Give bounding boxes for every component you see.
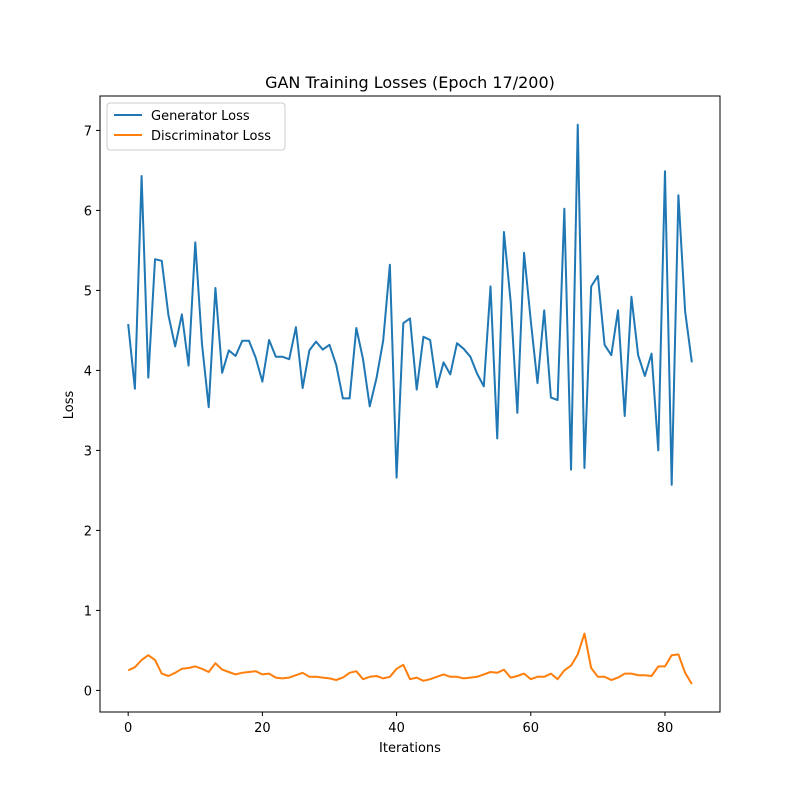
x-tick-label: 0 xyxy=(124,721,132,736)
plot-frame xyxy=(99,95,721,713)
y-tick-label: 3 xyxy=(84,444,92,459)
series-line-discriminator-loss xyxy=(127,632,693,685)
series-line-generator-loss xyxy=(127,123,693,486)
x-tick-label: 20 xyxy=(254,721,271,736)
x-tick-label: 80 xyxy=(657,721,674,736)
plot-area: 0 20 40 60 80 0 1 2 3 4 5 6 7 xyxy=(84,95,721,736)
legend: Generator Loss Discriminator Loss xyxy=(106,102,286,151)
legend-label-discriminator-loss: Discriminator Loss xyxy=(151,129,271,144)
legend-label-generator-loss: Generator Loss xyxy=(151,109,250,124)
y-tick-label: 6 xyxy=(84,204,92,219)
y-tick-label: 0 xyxy=(84,684,92,699)
x-tick-label: 60 xyxy=(523,721,540,736)
legend-box xyxy=(106,102,286,151)
y-tick-label: 4 xyxy=(84,364,92,379)
y-axis-label: Loss xyxy=(62,391,77,420)
chart-title: GAN Training Losses (Epoch 17/200) xyxy=(265,73,555,92)
x-axis-label: Iterations xyxy=(379,741,441,756)
x-tick-label: 40 xyxy=(388,721,405,736)
y-tick-label: 2 xyxy=(84,524,92,539)
y-tick-label: 7 xyxy=(84,124,92,139)
y-tick-label: 1 xyxy=(84,604,92,619)
y-tick-label: 5 xyxy=(84,284,92,299)
